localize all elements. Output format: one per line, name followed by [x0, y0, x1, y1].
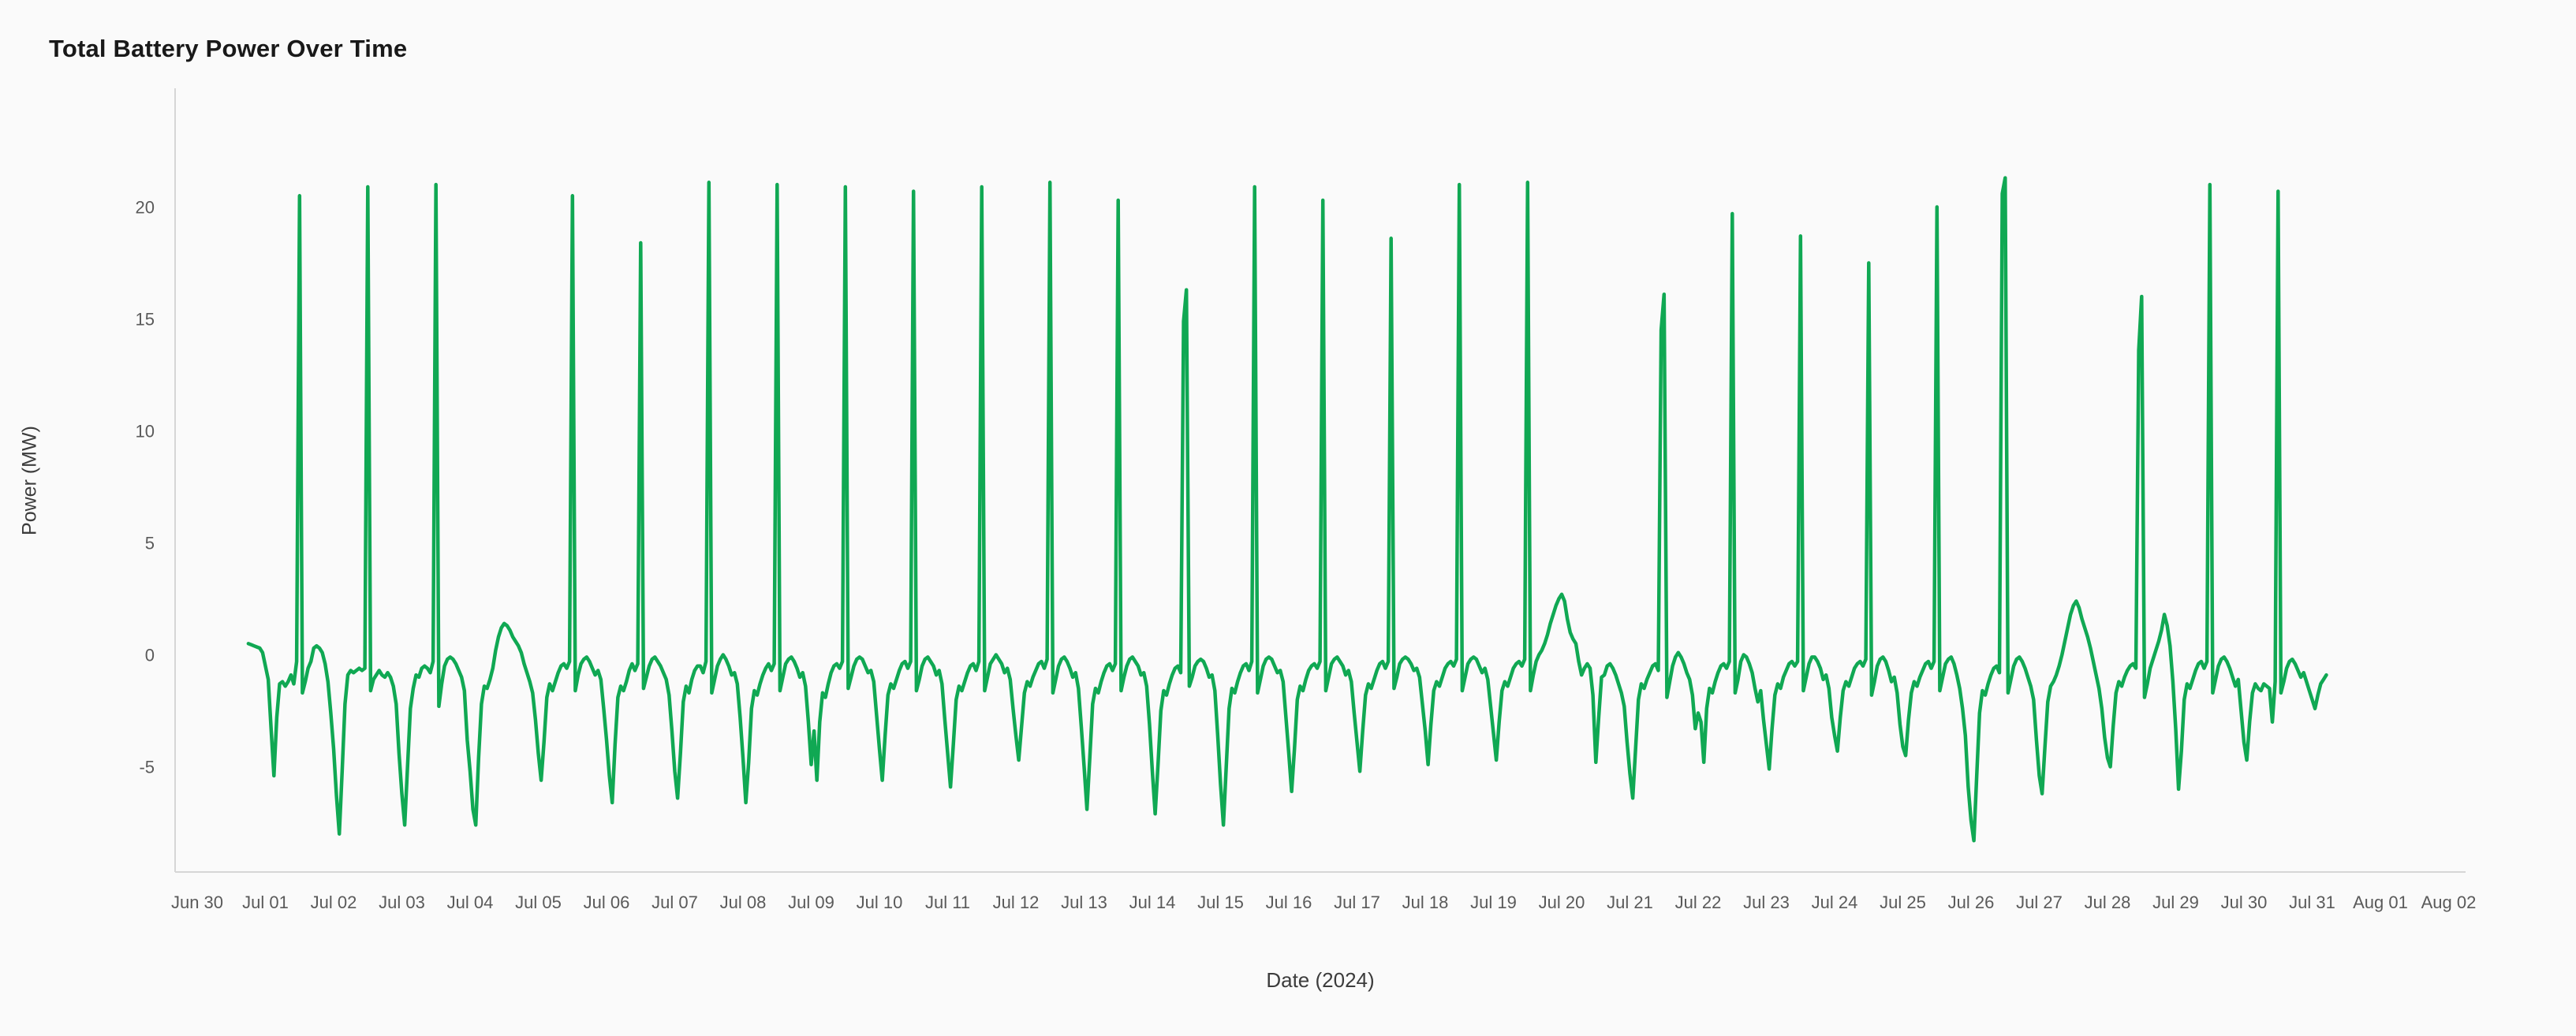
- x-tick-label: Jul 27: [2016, 893, 2063, 912]
- x-tick-label: Jul 25: [1880, 893, 1926, 912]
- x-tick-label: Jul 06: [584, 893, 630, 912]
- x-tick-label: Jul 14: [1129, 893, 1176, 912]
- battery-power-line: [246, 176, 2328, 843]
- x-tick-label: Jul 13: [1061, 893, 1107, 912]
- x-tick-label: Jul 19: [1470, 893, 1517, 912]
- y-tick-label: 10: [136, 422, 155, 442]
- x-tick-label: Jul 11: [925, 893, 970, 912]
- x-tick-label: Jul 23: [1743, 893, 1790, 912]
- x-tick-label: Jul 29: [2152, 893, 2199, 912]
- x-tick-label: Jul 17: [1334, 893, 1380, 912]
- x-tick-label: Jul 10: [857, 893, 903, 912]
- x-tick-label: Jul 15: [1197, 893, 1244, 912]
- x-tick-label: Jul 05: [515, 893, 562, 912]
- x-axis-title: Date (2024): [1266, 968, 1375, 992]
- y-tick-label: 0: [145, 646, 155, 665]
- x-tick-label: Jul 26: [1948, 893, 1995, 912]
- x-tick-label: Jul 24: [1812, 893, 1858, 912]
- x-tick-label: Jul 18: [1402, 893, 1449, 912]
- x-tick-label: Jul 31: [2289, 893, 2335, 912]
- x-tick-label: Jul 20: [1539, 893, 1585, 912]
- x-tick-label: Jul 21: [1607, 893, 1653, 912]
- x-tick-label: Jul 08: [720, 893, 767, 912]
- x-tick-label: Jul 30: [2221, 893, 2268, 912]
- x-tick-label: Jul 12: [993, 893, 1040, 912]
- x-tick-label: Jul 09: [788, 893, 834, 912]
- x-tick-label: Jul 04: [447, 893, 494, 912]
- y-tick-label: -5: [139, 758, 155, 777]
- chart-title: Total Battery Power Over Time: [49, 35, 408, 62]
- x-tick-label: Jul 28: [2085, 893, 2131, 912]
- y-tick-label: 5: [145, 534, 155, 553]
- x-tick-label: Aug 01: [2353, 893, 2408, 912]
- y-tick-label: 15: [136, 310, 155, 330]
- x-tick-label: Jul 22: [1675, 893, 1722, 912]
- x-tick-label: Jul 16: [1266, 893, 1312, 912]
- x-tick-label: Aug 02: [2421, 893, 2477, 912]
- x-tick-label: Jul 02: [311, 893, 357, 912]
- x-tick-label: Jul 07: [651, 893, 698, 912]
- x-tick-label: Jul 03: [379, 893, 425, 912]
- x-tick-label: Jul 01: [242, 893, 289, 912]
- x-tick-label: Jun 30: [171, 893, 223, 912]
- y-tick-label: 20: [136, 198, 155, 218]
